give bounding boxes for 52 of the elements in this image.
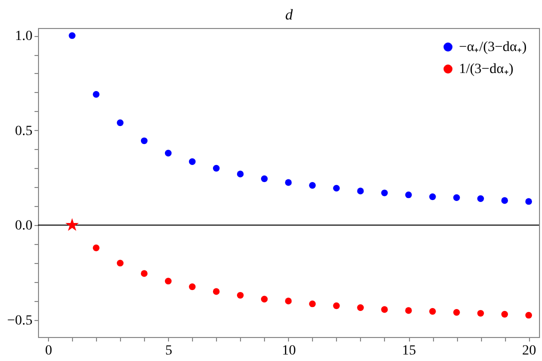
x-tick-label: 20 — [522, 344, 536, 358]
point — [140, 137, 148, 144]
point — [260, 175, 268, 182]
point — [381, 306, 388, 313]
x-tick-label: 5 — [165, 344, 172, 358]
point — [285, 179, 292, 186]
point — [236, 292, 244, 299]
x-tick-label: 15 — [402, 344, 416, 358]
point — [188, 158, 196, 165]
point — [405, 307, 412, 314]
y-tick-label: 0.5 — [15, 124, 32, 139]
point — [212, 164, 220, 172]
point — [429, 308, 436, 315]
x-tick-label: 0 — [45, 344, 52, 358]
point — [525, 198, 532, 205]
point — [501, 197, 508, 204]
point — [140, 270, 148, 277]
point — [260, 296, 268, 302]
point — [525, 312, 532, 319]
point — [453, 194, 460, 202]
y-tick-label: 0.0 — [15, 218, 32, 234]
point — [236, 170, 244, 178]
point — [92, 244, 100, 252]
point — [333, 302, 340, 310]
point — [429, 193, 436, 200]
point — [357, 188, 364, 194]
point — [164, 150, 172, 156]
x-axis-title: d — [285, 8, 294, 24]
point — [477, 195, 484, 202]
x-tick-label: 10 — [282, 344, 296, 358]
point — [65, 218, 79, 231]
legend-label: 1/(3−dα₊) — [459, 62, 514, 77]
point — [477, 310, 484, 317]
point — [92, 91, 100, 98]
point — [116, 119, 124, 126]
y-tick-label: 1.0 — [15, 29, 32, 44]
point — [285, 298, 292, 304]
point — [381, 190, 388, 196]
point — [309, 182, 316, 189]
point — [405, 191, 412, 198]
point — [116, 260, 124, 266]
point — [68, 32, 76, 39]
y-tick-label: −0.5 — [7, 313, 32, 328]
point — [333, 184, 340, 192]
point — [357, 304, 364, 311]
point — [188, 283, 196, 290]
point — [212, 288, 220, 295]
point — [164, 278, 172, 284]
point — [453, 309, 460, 316]
point — [309, 300, 316, 308]
point — [501, 310, 508, 318]
legend-label: −α₊/(3−dα₊) — [459, 40, 528, 55]
